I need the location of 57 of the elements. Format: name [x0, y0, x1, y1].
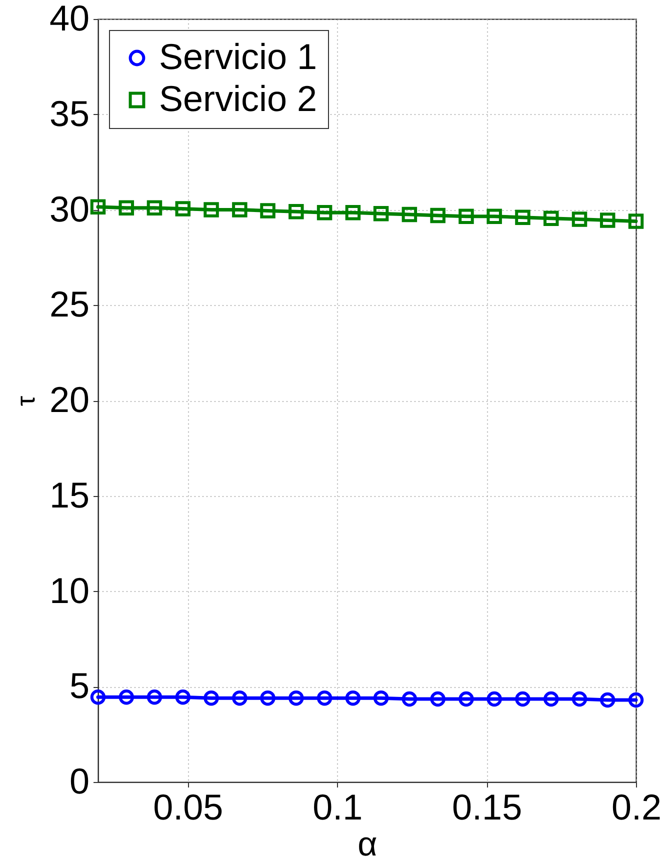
point	[572, 212, 588, 227]
point	[543, 691, 559, 707]
x-tick-label: 0.15	[452, 786, 522, 828]
point	[204, 690, 219, 706]
point	[90, 199, 106, 215]
point	[515, 691, 530, 707]
x-axis-title: α	[358, 826, 378, 864]
y-tick-label: 35	[49, 92, 90, 134]
point	[515, 210, 530, 226]
point	[373, 690, 389, 706]
y-tick-label: 10	[49, 570, 90, 611]
point	[316, 204, 332, 220]
point	[628, 692, 644, 708]
point	[402, 691, 418, 707]
legend-label: Servicio 2	[159, 78, 318, 119]
point	[288, 204, 304, 220]
point	[430, 208, 446, 224]
y-tick-label: 25	[49, 284, 90, 325]
point	[146, 200, 162, 216]
x-tick-label: 0.2	[611, 786, 662, 828]
point	[486, 691, 502, 707]
point	[543, 210, 559, 226]
legend-label: Servicio 1	[159, 36, 318, 77]
y-tick-label: 0	[69, 760, 90, 802]
y-tick-label: 30	[49, 188, 90, 230]
y-tick-label: 40	[49, 0, 90, 38]
point	[486, 208, 502, 224]
point	[600, 212, 616, 228]
x-tick-label: 0.1	[312, 786, 363, 828]
point	[175, 201, 191, 216]
point	[260, 203, 276, 218]
point	[628, 214, 644, 229]
point	[90, 690, 106, 705]
point	[373, 206, 389, 222]
point	[118, 200, 134, 216]
point	[402, 206, 418, 222]
point	[345, 204, 361, 220]
point	[146, 690, 162, 705]
y-tick-label: 15	[49, 474, 90, 516]
y-tick-label: 5	[69, 665, 90, 706]
point	[430, 691, 446, 707]
point	[458, 208, 474, 224]
point	[118, 690, 134, 705]
point	[458, 691, 474, 707]
point	[175, 690, 191, 705]
point	[232, 202, 248, 218]
point	[204, 202, 219, 218]
point	[316, 690, 332, 706]
point	[260, 690, 276, 706]
point	[232, 690, 248, 706]
point	[600, 692, 616, 708]
point	[288, 690, 304, 706]
x-tick-label: 0.05	[153, 786, 224, 828]
y-axis-title: τ	[10, 395, 40, 406]
point	[345, 690, 361, 706]
y-tick-label: 20	[49, 379, 90, 420]
point	[572, 691, 588, 707]
